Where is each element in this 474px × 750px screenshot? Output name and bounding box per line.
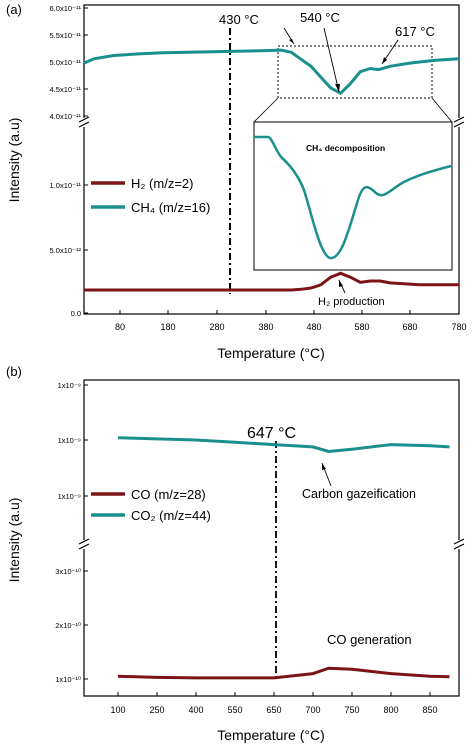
a-upper-ytick-label: 4.0x10⁻¹¹ bbox=[50, 112, 82, 121]
a-annot-617: 617 °C bbox=[395, 24, 435, 39]
a-legend-h2: H₂ (m/z=2) bbox=[131, 176, 193, 191]
b-xlabel: Temperature (°C) bbox=[217, 727, 325, 743]
panel-b-xaxis: 100 250 400 550 650 700 750 800 850 bbox=[110, 692, 438, 715]
b-xtick-label: 650 bbox=[266, 705, 281, 715]
b-upper-ytick-label: 1x10⁻⁹ bbox=[58, 492, 81, 501]
panel-b-axis-break bbox=[78, 538, 465, 550]
a-upper-ytick-label: 4.5x10⁻¹¹ bbox=[50, 85, 82, 94]
b-xtick-label: 800 bbox=[383, 705, 398, 715]
b-legend-co2: CO₂ (m/z=44) bbox=[131, 508, 211, 523]
b-xtick-label: 850 bbox=[422, 705, 437, 715]
b-xtick-label: 550 bbox=[227, 705, 242, 715]
panel-a-upper-yaxis: 6.0x10⁻¹¹ 5.5x10⁻¹¹ 5.0x10⁻¹¹ 4.5x10⁻¹¹ … bbox=[50, 4, 88, 121]
a-xtick-label: 480 bbox=[306, 322, 321, 332]
a-xlabel: Temperature (°C) bbox=[217, 345, 325, 361]
a-lower-ytick-label: 0.0 bbox=[71, 309, 81, 318]
a-xtick-label: 680 bbox=[402, 322, 417, 332]
a-inset-curve bbox=[254, 135, 452, 260]
panel-a-label: (a) bbox=[6, 2, 22, 17]
panel-b: (b) 1x10⁻⁹ 1x10⁻⁹ 1x10⁻⁹ 3x10⁻¹⁰ 2x10⁻¹⁰… bbox=[6, 364, 465, 743]
b-legend: CO (m/z=28) CO₂ (m/z=44) bbox=[91, 487, 211, 523]
a-upper-ytick-label: 6.0x10⁻¹¹ bbox=[50, 4, 82, 13]
a-lower-ytick-label: 5.0x10⁻¹² bbox=[50, 246, 82, 255]
panel-a-frame bbox=[83, 4, 460, 315]
a-xtick-label: 180 bbox=[160, 322, 175, 332]
panel-b-label: (b) bbox=[6, 364, 22, 379]
panel-a-xaxis: 80 180 280 380 480 580 680 780 bbox=[115, 310, 467, 332]
a-series-h2-line bbox=[84, 271, 459, 292]
a-zoom-region bbox=[277, 45, 433, 99]
a-inset: CH₄ decomposition bbox=[253, 121, 453, 271]
b-series-co-line bbox=[117, 666, 450, 680]
b-upper-ytick-label: 1x10⁻⁹ bbox=[58, 381, 81, 390]
panel-b-lower-yaxis: 3x10⁻¹⁰ 2x10⁻¹⁰ 1x10⁻¹⁰ bbox=[55, 567, 88, 684]
a-ylabel: Intensity (a.u) bbox=[6, 118, 22, 203]
a-lower-ytick-label: 1.0x10⁻¹¹ bbox=[50, 181, 82, 190]
a-xtick-label: 380 bbox=[258, 322, 273, 332]
b-xtick-label: 100 bbox=[110, 705, 125, 715]
b-xtick-label: 750 bbox=[344, 705, 359, 715]
panel-a-lower-yaxis: 1.0x10⁻¹¹ 5.0x10⁻¹² 0.0 bbox=[50, 181, 88, 318]
a-annot-h2-production: H₂ production bbox=[318, 296, 385, 308]
a-xtick-label: 80 bbox=[115, 322, 125, 332]
a-upper-ytick-label: 5.5x10⁻¹¹ bbox=[50, 31, 82, 40]
b-annot-co-generation: CO generation bbox=[327, 632, 412, 647]
panel-b-upper-yaxis: 1x10⁻⁹ 1x10⁻⁹ 1x10⁻⁹ bbox=[58, 381, 88, 501]
panel-a: (a) 6.0x10⁻¹¹ 5.5x10⁻¹¹ 5.0x10⁻¹¹ 4.5x10… bbox=[6, 2, 467, 361]
a-annot-430: 430 °C bbox=[219, 12, 259, 27]
b-annot-carbon: Carbon gazeification bbox=[302, 487, 416, 501]
a-upper-ytick-label: 5.0x10⁻¹¹ bbox=[50, 58, 82, 67]
a-xtick-label: 580 bbox=[354, 322, 369, 332]
a-series-ch4-line bbox=[83, 48, 460, 96]
b-lower-ytick-label: 1x10⁻¹⁰ bbox=[55, 675, 81, 684]
panel-a-axis-break bbox=[78, 116, 465, 128]
b-lower-ytick-label: 3x10⁻¹⁰ bbox=[55, 567, 81, 576]
b-xtick-label: 400 bbox=[188, 705, 203, 715]
b-lower-ytick-label: 2x10⁻¹⁰ bbox=[55, 621, 81, 630]
a-xtick-label: 780 bbox=[451, 322, 466, 332]
b-series-co2-line bbox=[117, 436, 450, 454]
b-legend-co: CO (m/z=28) bbox=[131, 487, 206, 502]
a-annot-540: 540 °C bbox=[300, 10, 340, 25]
b-upper-ytick-label: 1x10⁻⁹ bbox=[58, 436, 81, 445]
b-xtick-label: 250 bbox=[149, 705, 164, 715]
a-legend-ch4: CH₄ (m/z=16) bbox=[131, 200, 210, 215]
b-ylabel: Intensity (a.u) bbox=[6, 498, 22, 583]
b-xtick-label: 700 bbox=[305, 705, 320, 715]
b-annot-647: 647 °C bbox=[247, 425, 296, 442]
a-inset-label: CH₄ decomposition bbox=[306, 143, 385, 153]
a-legend: H₂ (m/z=2) CH₄ (m/z=16) bbox=[91, 176, 210, 215]
panel-b-frame bbox=[83, 379, 460, 697]
a-xtick-label: 280 bbox=[209, 322, 224, 332]
